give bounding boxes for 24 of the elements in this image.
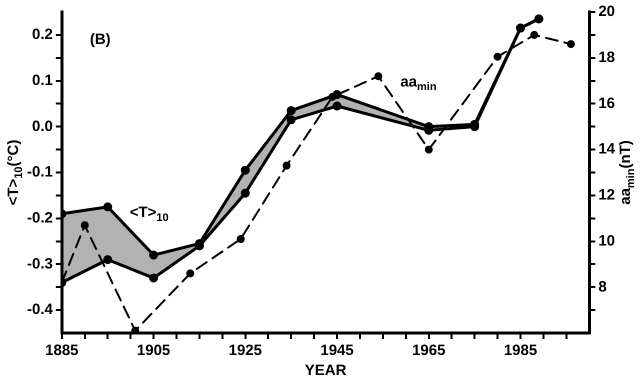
x-tick-label: 1905 bbox=[136, 342, 170, 360]
y-tick-label: 0.1 bbox=[32, 72, 53, 89]
x-tick-label: 1945 bbox=[320, 342, 354, 360]
y-tick-label: 0.0 bbox=[32, 118, 53, 135]
y-tick-label: -0.2 bbox=[26, 210, 53, 226]
y2-axis-title: aamin(nT) bbox=[617, 140, 638, 205]
y2-tick-label: 12 bbox=[598, 186, 616, 204]
y2-tick-label: 16 bbox=[598, 94, 616, 112]
x-tick-label: 1965 bbox=[412, 342, 446, 360]
y-axis-title: <T>10(°C) bbox=[5, 140, 26, 206]
x-axis-title: YEAR bbox=[304, 362, 347, 380]
y-tick-label: 0.2 bbox=[32, 26, 53, 44]
y2-tick-label: 10 bbox=[598, 232, 616, 250]
y-tick-label: -0.4 bbox=[26, 301, 54, 318]
y2-tick-label: 8 bbox=[598, 278, 607, 296]
y2-tick-label: 18 bbox=[598, 49, 616, 66]
y2-tick-label: 20 bbox=[598, 3, 616, 20]
annotation: (B) bbox=[90, 31, 111, 48]
y-tick-label: -0.3 bbox=[26, 255, 53, 272]
x-tick-label: 1885 bbox=[45, 342, 79, 360]
y-tick-label: -0.1 bbox=[26, 164, 53, 181]
x-tick-label: 1985 bbox=[504, 342, 538, 360]
y2-tick-label: 14 bbox=[598, 140, 616, 158]
x-tick-label: 1925 bbox=[228, 342, 262, 360]
